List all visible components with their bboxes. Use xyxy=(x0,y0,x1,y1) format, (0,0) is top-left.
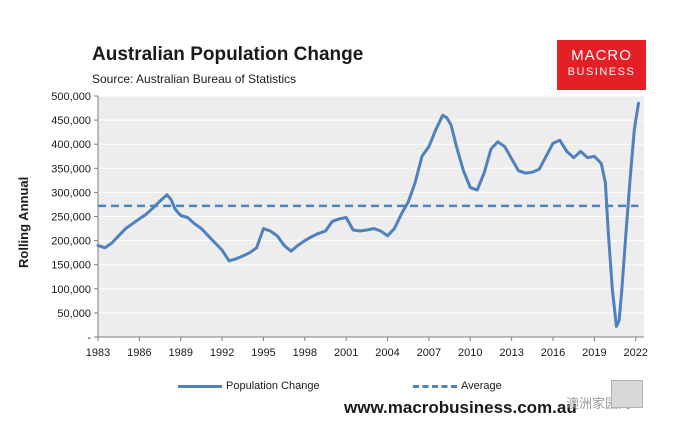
grid-lines xyxy=(98,95,644,314)
x-tick-label: 1995 xyxy=(251,347,275,359)
x-tick-label: 2022 xyxy=(623,347,647,359)
legend-population-change: Population Change xyxy=(178,380,320,392)
x-tick-label: 2004 xyxy=(375,347,399,359)
y-tick-label: 500,000 xyxy=(51,91,91,103)
series-lines xyxy=(96,101,640,328)
y-tick-label: 400,000 xyxy=(51,139,91,151)
y-tick-label: 100,000 xyxy=(51,284,91,296)
y-tick-label: 200,000 xyxy=(51,236,91,248)
y-tick-label: - xyxy=(87,332,91,344)
y-tick-label: 350,000 xyxy=(51,163,91,175)
legend-label-average: Average xyxy=(461,380,502,392)
x-tick-label: 1998 xyxy=(293,347,317,359)
watermark-qr-icon xyxy=(611,380,643,408)
x-tick-label: 2007 xyxy=(417,347,441,359)
logo-line-2: BUSINESS xyxy=(567,66,636,78)
chart-title: Australian Population Change xyxy=(92,44,364,65)
legend-solid-line-icon xyxy=(178,384,222,388)
x-tick-label: 2013 xyxy=(499,347,523,359)
y-tick-label: 150,000 xyxy=(51,260,91,272)
y-tick-label: 300,000 xyxy=(51,187,91,199)
macrobusiness-logo: MACRO BUSINESS xyxy=(557,40,646,90)
legend-average: Average xyxy=(413,380,502,392)
legend-label-population-change: Population Change xyxy=(226,380,320,392)
x-tick-label: 2019 xyxy=(582,347,606,359)
y-tick-label: 50,000 xyxy=(57,308,91,320)
x-tick-label: 1986 xyxy=(127,347,151,359)
y-tick-labels: - 50,000 100,000 150,000 200,000 250,000 300,0… xyxy=(51,91,98,344)
population-change-series-line xyxy=(96,101,640,328)
y-tick-label: 450,000 xyxy=(51,115,91,127)
chart-subtitle: Source: Australian Bureau of Statistics xyxy=(92,72,297,86)
x-tick-label: 2010 xyxy=(458,347,482,359)
x-tick-label: 1983 xyxy=(86,347,110,359)
legend-dashed-line-icon xyxy=(413,384,457,388)
logo-line-1: MACRO xyxy=(571,47,632,64)
x-tick-label: 1989 xyxy=(168,347,192,359)
x-tick-label: 2016 xyxy=(541,347,565,359)
x-tick-label: 2001 xyxy=(334,347,358,359)
x-tick-labels: 1983 1986 1989 1992 1995 1998 2001 2004 2007 2010… xyxy=(86,337,648,359)
y-tick-label: 250,000 xyxy=(51,212,91,224)
footer-url: www.macrobusiness.com.au xyxy=(344,398,577,417)
x-tick-label: 1992 xyxy=(210,347,234,359)
